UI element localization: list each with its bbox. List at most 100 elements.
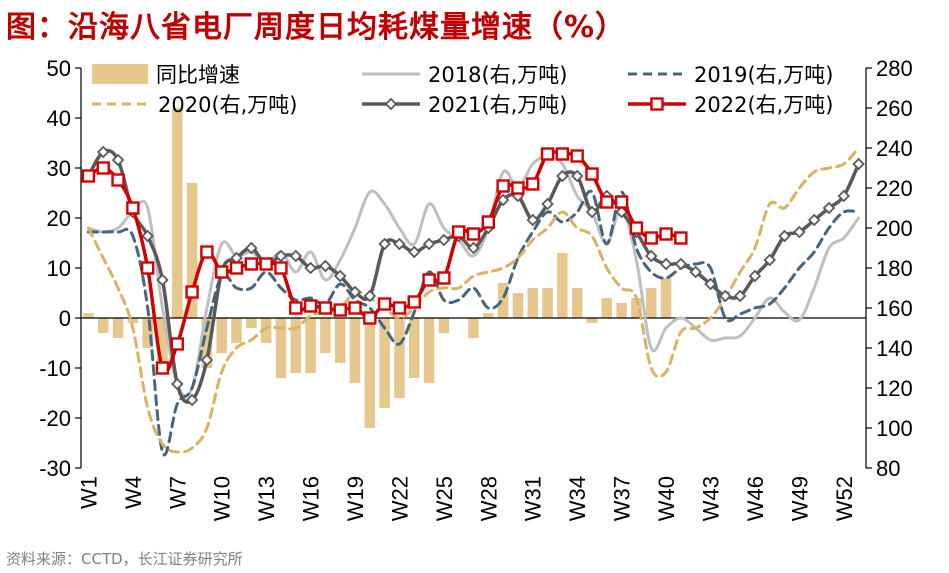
bar [616, 303, 627, 318]
right-tick-label: 220 [876, 176, 913, 201]
bar [423, 318, 435, 383]
right-tick-label: 280 [876, 56, 913, 81]
right-tick-label: 240 [876, 136, 913, 161]
point-s2021 [793, 225, 806, 239]
bar [497, 283, 509, 318]
right-tick-label: 140 [876, 336, 913, 361]
point-s2021 [407, 245, 421, 259]
right-tick-label: 80 [876, 456, 900, 481]
point-s2022 [170, 337, 184, 351]
point-s2021 [763, 253, 776, 267]
x-tick-label: W43 [698, 476, 723, 521]
point-s2021 [704, 277, 717, 291]
legend-label-s2018: 2018(右,万吨) [428, 63, 568, 87]
bar [275, 318, 287, 378]
bars-layer [83, 108, 687, 428]
lines-layer [81, 145, 865, 457]
x-tick-label: W10 [210, 476, 235, 521]
point-s2022 [511, 181, 525, 195]
bar [320, 318, 331, 353]
point-s2021 [304, 261, 317, 275]
point-s2022 [96, 161, 110, 175]
point-s2022 [585, 167, 599, 181]
point-s2022 [126, 201, 140, 215]
bar [542, 288, 553, 318]
point-s2022 [200, 245, 214, 259]
point-s2021 [171, 377, 184, 391]
bar [571, 288, 583, 318]
bar [127, 318, 139, 323]
point-s2021 [496, 193, 510, 207]
left-tick-label: 50 [47, 56, 71, 81]
point-s2021 [437, 233, 451, 247]
point-s2022 [111, 173, 125, 187]
left-tick-label: -20 [39, 406, 71, 431]
point-s2022 [81, 169, 96, 183]
x-tick-label: W13 [254, 476, 279, 521]
legend-label-s2021: 2021(右,万吨) [428, 93, 568, 117]
left-tick-label: -30 [39, 456, 71, 481]
right-tick-label: 180 [876, 256, 913, 281]
point-s2022 [303, 299, 318, 313]
point-s2021 [822, 201, 836, 215]
x-tick-label: W19 [343, 476, 368, 521]
point-s2021 [748, 269, 762, 283]
bar [260, 318, 272, 343]
point-s2022 [674, 231, 688, 245]
left-tick-label: -10 [39, 356, 71, 381]
point-s2022 [437, 271, 451, 285]
x-tick-label: W31 [521, 476, 546, 521]
point-s2021 [156, 273, 169, 287]
point-s2021 [274, 249, 288, 263]
x-tick-label: W37 [610, 476, 635, 521]
legend-swatch-bar [92, 64, 148, 84]
point-s2021 [363, 289, 377, 303]
point-s2021 [319, 259, 332, 273]
bar [527, 288, 538, 318]
point-s2021 [526, 213, 540, 227]
left-tick-label: 0 [59, 306, 71, 331]
x-tick-label: W40 [654, 476, 679, 521]
left-tick-label: 30 [47, 156, 71, 181]
point-s2022 [481, 215, 496, 229]
point-s2021 [570, 169, 584, 183]
legend-label-s2020: 2020(右,万吨) [158, 93, 298, 117]
legend: 同比增速 2018(右,万吨) 2019(右,万吨) 2020(右,万吨) 2021(右… [92, 63, 834, 117]
bar [157, 318, 168, 363]
point-s2022 [392, 301, 407, 315]
bar [112, 318, 124, 338]
point-s2022 [229, 261, 244, 275]
legend-label-s2019: 2019(右,万吨) [694, 63, 834, 87]
point-s2021 [644, 249, 658, 263]
bar [83, 313, 94, 318]
point-s2021 [141, 229, 154, 243]
point-s2022 [348, 301, 362, 315]
bar [586, 318, 598, 323]
point-s2021 [111, 153, 125, 167]
point-s2021 [659, 257, 673, 271]
bar [483, 313, 494, 318]
right-tick-label: 160 [876, 296, 913, 321]
bar [349, 318, 361, 383]
point-s2022 [555, 147, 570, 161]
point-s2021 [585, 205, 599, 219]
right-tick-label: 260 [876, 96, 913, 121]
right-tick-label: 120 [876, 376, 913, 401]
right-tick-label: 200 [876, 216, 913, 241]
point-s2021 [852, 157, 865, 171]
bar [364, 318, 376, 428]
bar [231, 318, 242, 343]
bar [186, 183, 198, 318]
point-s2021 [467, 241, 480, 255]
bar [631, 298, 642, 318]
bar [409, 318, 420, 378]
x-tick-label: W52 [832, 476, 857, 521]
source-note: 资料来源：CCTD，长江证券研究所 [6, 550, 243, 568]
x-tick-label: W28 [476, 476, 501, 521]
point-s2021 [837, 189, 851, 203]
point-s2022 [274, 261, 288, 275]
point-s2022 [644, 231, 658, 245]
bar [601, 298, 613, 318]
point-s2022 [215, 265, 229, 279]
x-tick-label: W46 [743, 476, 768, 521]
